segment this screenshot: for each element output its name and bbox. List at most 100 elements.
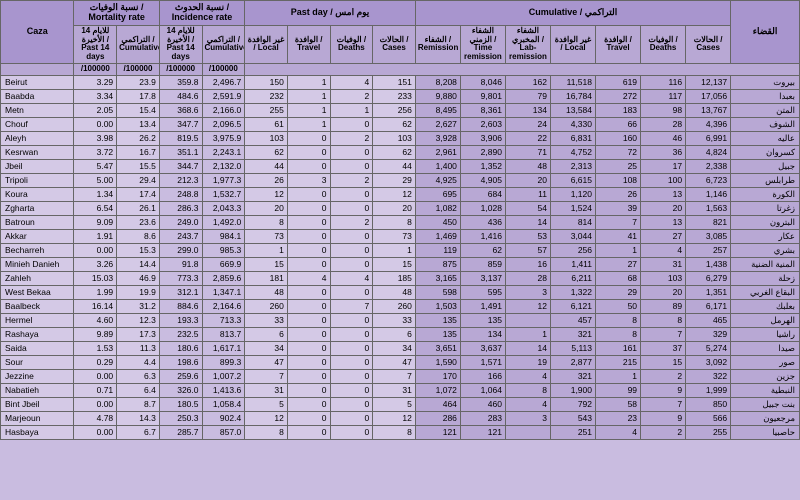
cumul-cases: 566 [686, 411, 731, 425]
caza-name: Baabda [1, 89, 74, 103]
caza-arabic: كسروان [731, 145, 800, 159]
cumul-local: 1,900 [550, 383, 595, 397]
pastday-travel: 0 [287, 285, 330, 299]
header-unit-blank [245, 63, 800, 75]
cumul-cases: 1,563 [686, 201, 731, 215]
cumul-remission: 3,165 [415, 271, 460, 285]
caza-arabic: عكار [731, 229, 800, 243]
cumul-deaths: 36 [641, 145, 686, 159]
pastday-cases: 6 [373, 327, 416, 341]
incidence-cumul: 813.7 [202, 327, 245, 341]
pastday-cases: 151 [373, 75, 416, 89]
cumul-deaths: 7 [641, 397, 686, 411]
pastday-cases: 31 [373, 383, 416, 397]
cumul-cases: 322 [686, 369, 731, 383]
cumul-local: 11,518 [550, 75, 595, 89]
caza-name: Rashaya [1, 327, 74, 341]
caza-arabic: مرجعيون [731, 411, 800, 425]
cumul-cases: 6,171 [686, 299, 731, 313]
incidence-cumul: 1,347.1 [202, 285, 245, 299]
pastday-cases: 5 [373, 397, 416, 411]
pastday-local: 62 [245, 145, 288, 159]
caza-arabic: زغرتا [731, 201, 800, 215]
pastday-travel: 4 [287, 271, 330, 285]
pastday-cases: 8 [373, 215, 416, 229]
pastday-travel: 0 [287, 201, 330, 215]
table-row: Becharreh0.0015.3299.0985.31001119625725… [1, 243, 800, 257]
pastday-deaths: 1 [330, 103, 373, 117]
mortality-cumul: 12.3 [117, 313, 160, 327]
mortality-14: 3.98 [74, 131, 117, 145]
cumul-deaths: 100 [641, 173, 686, 187]
cumul-travel: 25 [596, 159, 641, 173]
mortality-cumul: 6.3 [117, 369, 160, 383]
incidence-14: 212.3 [159, 173, 202, 187]
mortality-14: 0.00 [74, 425, 117, 439]
table-row: Hasbaya0.006.7285.7857.08008121121251422… [1, 425, 800, 439]
pastday-local: 232 [245, 89, 288, 103]
mortality-cumul: 15.5 [117, 159, 160, 173]
pastday-travel: 0 [287, 145, 330, 159]
mortality-cumul: 46.9 [117, 271, 160, 285]
caza-arabic: عاليه [731, 131, 800, 145]
pastday-travel: 0 [287, 425, 330, 439]
incidence-14: 286.3 [159, 201, 202, 215]
pastday-deaths: 0 [330, 369, 373, 383]
table-body: Beirut3.2923.9359.82,496.7150141518,2088… [1, 75, 800, 439]
cumul-cases: 13,767 [686, 103, 731, 117]
cumul-deaths: 15 [641, 355, 686, 369]
mortality-cumul: 26.1 [117, 201, 160, 215]
incidence-cumul: 2,859.6 [202, 271, 245, 285]
pastday-travel: 0 [287, 159, 330, 173]
mortality-cumul: 11.3 [117, 341, 160, 355]
mortality-14: 4.60 [74, 313, 117, 327]
cumul-timerem: 2,890 [460, 145, 505, 159]
pastday-deaths: 4 [330, 271, 373, 285]
mortality-14: 5.47 [74, 159, 117, 173]
mortality-14: 0.00 [74, 117, 117, 131]
incidence-cumul: 669.9 [202, 257, 245, 271]
incidence-cumul: 1,532.7 [202, 187, 245, 201]
incidence-cumul: 1,492.0 [202, 215, 245, 229]
cumul-deaths: 4 [641, 243, 686, 257]
pastday-cases: 62 [373, 145, 416, 159]
cumul-labrem [505, 425, 550, 439]
pastday-deaths: 2 [330, 131, 373, 145]
mortality-cumul: 14.4 [117, 257, 160, 271]
pastday-deaths: 0 [330, 327, 373, 341]
caza-name: Baalbeck [1, 299, 74, 313]
cumul-remission: 2,627 [415, 117, 460, 131]
mortality-cumul: 19.9 [117, 285, 160, 299]
cumul-remission: 1,469 [415, 229, 460, 243]
cumul-cases: 12,137 [686, 75, 731, 89]
cumul-timerem: 1,491 [460, 299, 505, 313]
caza-arabic: صور [731, 355, 800, 369]
table-row: Bint Jbeil0.008.7180.51,058.450054644604… [1, 397, 800, 411]
cumul-remission: 1,072 [415, 383, 460, 397]
cumul-remission: 598 [415, 285, 460, 299]
incidence-14: 250.3 [159, 411, 202, 425]
incidence-14: 259.6 [159, 369, 202, 383]
cumul-travel: 58 [596, 397, 641, 411]
cumul-travel: 66 [596, 117, 641, 131]
mortality-cumul: 17.3 [117, 327, 160, 341]
cumul-remission: 695 [415, 187, 460, 201]
cumul-travel: 27 [596, 257, 641, 271]
incidence-14: 368.6 [159, 103, 202, 117]
incidence-14: 326.0 [159, 383, 202, 397]
caza-name: Akkar [1, 229, 74, 243]
cumul-timerem: 436 [460, 215, 505, 229]
cumul-cases: 6,723 [686, 173, 731, 187]
pastday-travel: 1 [287, 103, 330, 117]
pastday-cases: 233 [373, 89, 416, 103]
cumul-remission: 464 [415, 397, 460, 411]
cumul-local: 6,615 [550, 173, 595, 187]
pastday-deaths: 4 [330, 75, 373, 89]
pastday-cases: 185 [373, 271, 416, 285]
cumul-labrem: 16 [505, 257, 550, 271]
cumul-deaths: 8 [641, 313, 686, 327]
pastday-local: 61 [245, 117, 288, 131]
cumul-deaths: 2 [641, 369, 686, 383]
pastday-deaths: 2 [330, 173, 373, 187]
cumul-travel: 23 [596, 411, 641, 425]
